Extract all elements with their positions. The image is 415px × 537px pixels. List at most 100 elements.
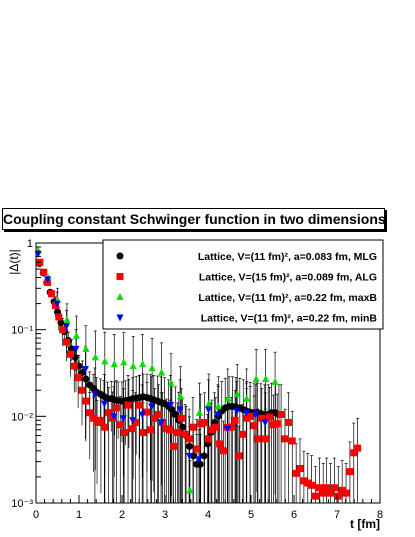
data-point xyxy=(93,418,101,426)
data-point xyxy=(235,452,243,460)
data-point xyxy=(214,411,222,419)
data-point xyxy=(97,416,105,424)
data-point xyxy=(100,400,108,408)
data-point xyxy=(327,489,335,497)
data-point xyxy=(120,358,128,366)
data-point xyxy=(277,410,285,418)
data-point xyxy=(176,406,184,414)
chart-title: Coupling constant Schwinger function in … xyxy=(3,211,386,227)
data-point xyxy=(139,360,147,368)
data-point xyxy=(72,345,80,353)
data-point xyxy=(196,460,204,468)
data-point xyxy=(296,465,304,473)
data-point xyxy=(59,326,67,334)
data-point xyxy=(323,484,331,492)
data-point xyxy=(201,418,209,426)
data-point xyxy=(315,484,323,492)
data-point xyxy=(261,419,269,427)
legend-label: Lattice, V=(15 fm)², a=0.089 fm, ALG xyxy=(199,272,377,284)
data-point xyxy=(143,408,151,416)
x-tick-label: 3 xyxy=(162,509,168,521)
data-point xyxy=(135,401,143,409)
data-point xyxy=(139,429,147,437)
y-tick-label: 10⁻² xyxy=(11,411,33,423)
data-point xyxy=(74,374,82,382)
data-point xyxy=(288,437,296,445)
data-point xyxy=(91,353,99,361)
data-point xyxy=(53,300,61,308)
data-point xyxy=(147,426,155,434)
x-tick-label: 1 xyxy=(76,509,82,521)
data-point xyxy=(55,313,63,321)
data-point xyxy=(101,357,109,365)
data-point xyxy=(157,419,165,427)
data-point xyxy=(219,447,227,455)
data-point xyxy=(116,421,124,429)
data-point xyxy=(158,368,166,376)
data-point xyxy=(167,402,175,410)
y-tick-label: 10⁻¹ xyxy=(11,325,33,337)
data-point xyxy=(189,423,197,431)
data-point xyxy=(124,401,132,409)
data-point xyxy=(90,414,98,422)
data-point xyxy=(148,403,156,411)
data-point xyxy=(86,409,94,417)
data-point xyxy=(119,415,127,423)
x-tick-label: 6 xyxy=(291,509,297,521)
data-point xyxy=(233,390,241,398)
data-point xyxy=(269,421,277,429)
data-point xyxy=(110,360,118,368)
data-point xyxy=(129,362,137,370)
data-point xyxy=(185,435,193,443)
data-point xyxy=(82,344,90,352)
data-point xyxy=(214,402,222,410)
legend-label: Lattice, V=(11 fm)², a=0.22 fm, minB xyxy=(201,313,378,325)
data-point xyxy=(110,413,118,421)
data-point xyxy=(82,397,90,405)
data-point xyxy=(181,430,189,438)
data-point xyxy=(155,410,163,418)
x-tick-label: 7 xyxy=(334,509,340,521)
data-point xyxy=(246,412,254,420)
data-point xyxy=(273,420,281,428)
data-point xyxy=(334,492,342,500)
data-point xyxy=(204,406,212,414)
data-point xyxy=(292,469,300,477)
x-tick-label: 2 xyxy=(119,509,125,521)
data-point xyxy=(40,268,48,276)
data-point xyxy=(254,435,262,443)
data-point xyxy=(200,452,208,460)
data-point xyxy=(304,479,312,487)
x-tick-label: 5 xyxy=(248,509,254,521)
data-point xyxy=(179,423,187,431)
data-point xyxy=(112,404,120,412)
data-point xyxy=(66,350,74,358)
legend-label: Lattice, V=(11 fm)², a=0.083 fm, MLG xyxy=(198,251,377,263)
data-point xyxy=(205,399,213,407)
data-point xyxy=(47,290,55,298)
data-point xyxy=(116,273,124,280)
data-point xyxy=(101,423,109,431)
data-point xyxy=(262,374,270,382)
data-point xyxy=(252,374,260,382)
data-point xyxy=(195,408,203,416)
data-point xyxy=(252,411,260,419)
data-point xyxy=(231,416,239,424)
data-point xyxy=(63,315,71,323)
data-point xyxy=(63,323,71,331)
data-point xyxy=(204,435,212,443)
data-point xyxy=(171,410,179,418)
data-point xyxy=(176,392,184,400)
data-point xyxy=(78,386,86,394)
data-point xyxy=(116,293,124,300)
data-point xyxy=(208,426,216,434)
y-tick-label: 1 xyxy=(27,238,33,250)
data-point xyxy=(162,425,170,433)
data-point xyxy=(308,481,316,489)
data-point xyxy=(193,445,201,453)
data-point xyxy=(224,394,232,402)
data-point xyxy=(138,411,146,419)
data-point xyxy=(216,440,224,448)
data-point xyxy=(173,429,181,437)
data-point xyxy=(312,492,319,500)
